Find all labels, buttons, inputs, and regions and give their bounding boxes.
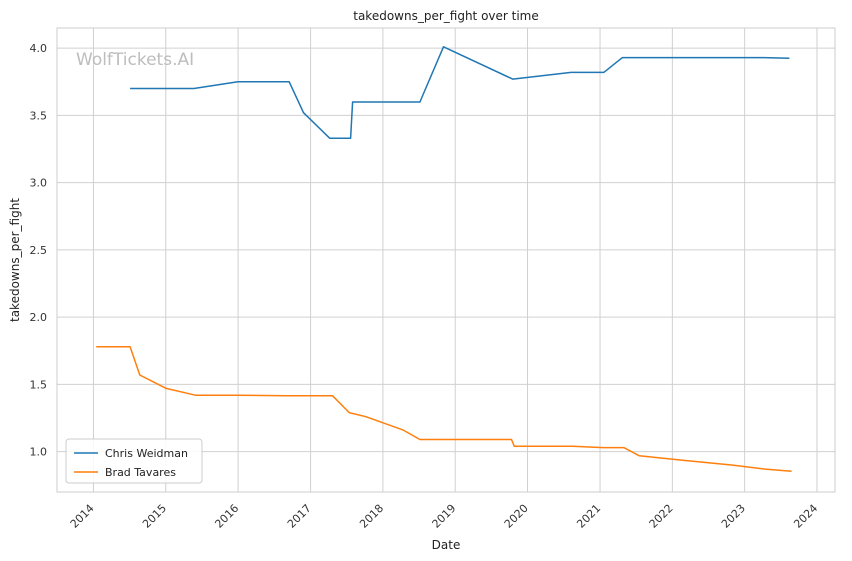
x-axis-title: Date: [432, 538, 461, 552]
y-tick-label: 3.0: [30, 177, 48, 190]
legend: Chris Weidman Brad Tavares: [65, 438, 203, 484]
x-tick-label: 2014: [68, 502, 97, 531]
y-tick-label: 1.0: [30, 446, 48, 459]
x-tick-label: 2024: [791, 502, 820, 531]
y-tick-labels: 1.0 1.5 2.0 2.5 3.0 3.5 4.0: [30, 42, 48, 458]
legend-box: [65, 438, 203, 484]
chart-title: takedowns_per_fight over time: [353, 9, 539, 23]
y-tick-label: 1.5: [30, 378, 48, 391]
series-line-brad-tavares: [96, 345, 792, 472]
plot-frame: [56, 27, 836, 493]
x-tick-label: 2019: [430, 502, 459, 531]
y-axis-title: takedowns_per_fight: [8, 198, 22, 322]
legend-label-brad-tavares: Brad Tavares: [105, 466, 176, 479]
x-tick-label: 2017: [285, 502, 314, 531]
grid-layer: [57, 28, 835, 492]
x-tick-label: 2023: [719, 502, 748, 531]
y-tick-label: 4.0: [30, 42, 48, 55]
x-tick-label: 2018: [357, 502, 386, 531]
y-tick-label: 2.5: [30, 244, 48, 257]
series-layer: [96, 46, 792, 472]
x-tick-label: 2021: [574, 502, 603, 531]
x-tick-label: 2020: [502, 502, 531, 531]
x-tick-label: 2016: [212, 502, 241, 531]
y-tick-label: 3.5: [30, 109, 48, 122]
x-tick-labels: 2014 2015 2016 2017 2018 2019 2020 2021 2022 2023…: [68, 502, 821, 531]
x-tick-label: 2022: [647, 502, 676, 531]
y-tick-label: 2.0: [30, 311, 48, 324]
x-tick-label: 2015: [140, 502, 169, 531]
series-line-chris-weidman: [130, 46, 790, 140]
legend-label-chris-weidman: Chris Weidman: [105, 447, 188, 460]
watermark-text: WolfTickets.AI: [76, 50, 194, 70]
